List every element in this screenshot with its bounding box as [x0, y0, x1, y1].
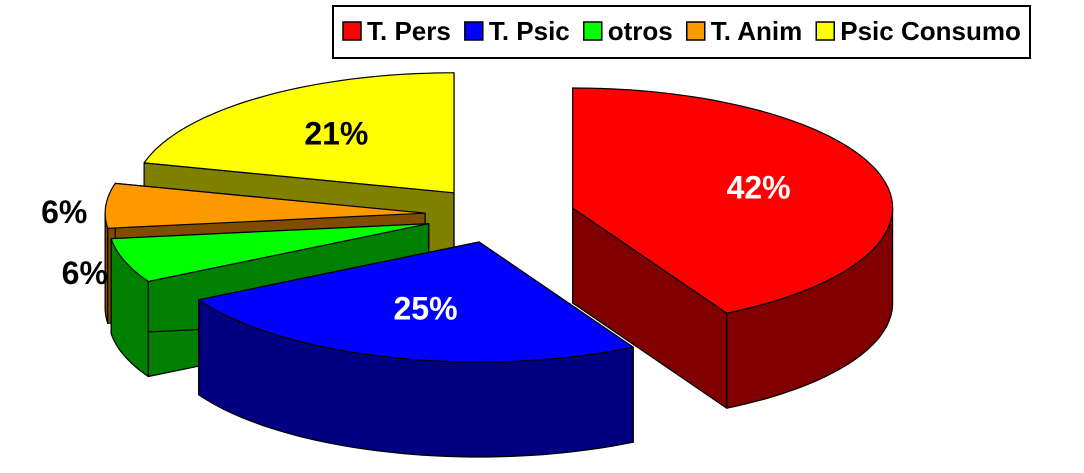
legend-swatch	[464, 21, 484, 41]
slice-top	[198, 241, 634, 363]
legend-swatch	[815, 21, 835, 41]
slice-top	[104, 182, 426, 229]
legend-box	[332, 5, 1031, 59]
slice-top	[143, 72, 455, 194]
legend-swatch	[342, 21, 362, 41]
slice	[198, 241, 634, 458]
legend-swatch	[686, 21, 706, 41]
legend-label: T. Psic	[489, 16, 570, 46]
data-label: 21%	[304, 115, 368, 151]
data-label: 6%	[41, 194, 87, 230]
slice-top	[571, 87, 894, 314]
slice-top	[110, 223, 430, 283]
data-label: 42%	[727, 170, 791, 206]
data-label: 25%	[393, 291, 457, 327]
legend-label: otros	[608, 16, 673, 46]
legend-label: T. Pers	[367, 16, 451, 46]
legend-swatch	[583, 21, 603, 41]
data-label: 6%	[62, 255, 108, 291]
legend-label: Psic Consumo	[840, 16, 1021, 46]
slice	[571, 87, 894, 409]
legend-label: T. Anim	[711, 16, 802, 46]
